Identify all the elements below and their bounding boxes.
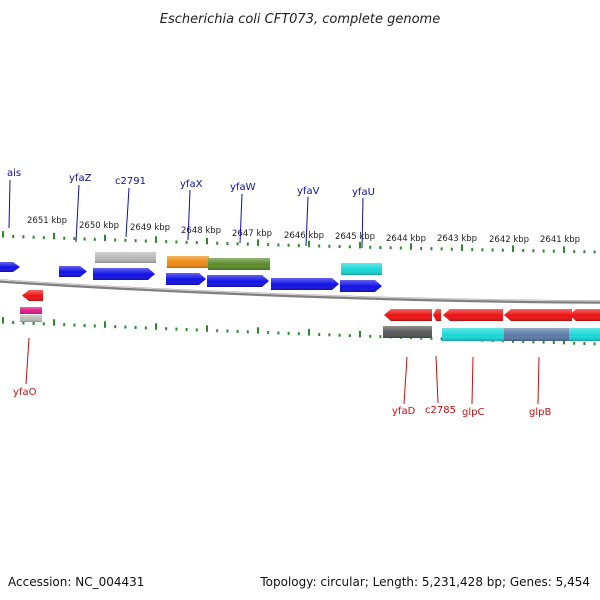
feature-c2791-b[interactable] bbox=[95, 252, 156, 263]
feature-c2785-shading bbox=[433, 309, 441, 321]
feature-glpB-domain[interactable] bbox=[504, 328, 570, 341]
gene-label-glpC[interactable]: glpC bbox=[462, 407, 484, 418]
leader-glpC bbox=[471, 356, 474, 405]
feature-yfaU-domain[interactable] bbox=[341, 263, 382, 275]
feature-yfaZ[interactable] bbox=[59, 266, 87, 277]
gene-label-c2791[interactable]: c2791 bbox=[115, 176, 146, 187]
feature-yfaX-domain-shading bbox=[167, 256, 209, 268]
kbp-label-2647: 2647 kbp bbox=[232, 229, 272, 239]
feature-glpA-domain-shading bbox=[569, 328, 600, 341]
leader-ais bbox=[8, 179, 11, 229]
topology-text: Topology: circular; Length: 5,231,428 bp… bbox=[260, 575, 590, 589]
feature-glpB-domain-shading bbox=[504, 328, 570, 341]
kbp-label-2642: 2642 kbp bbox=[489, 235, 529, 245]
feature-yfaW-domain[interactable] bbox=[208, 258, 270, 270]
gene-label-yfaU[interactable]: yfaU bbox=[352, 187, 375, 198]
leader-yfaD bbox=[403, 356, 408, 405]
feature-yfaV[interactable] bbox=[271, 278, 339, 290]
ruler-labels: 2651 kbp 2650 kbp 2649 kbp 2648 kbp 2647… bbox=[27, 216, 580, 245]
kbp-label-2646: 2646 kbp bbox=[284, 231, 324, 241]
feature-yfaO-domain-b-shading bbox=[20, 315, 42, 322]
gene-label-glpB[interactable]: glpB bbox=[529, 407, 551, 418]
gene-label-yfaZ[interactable]: yfaZ bbox=[69, 173, 92, 184]
gene-label-yfaD[interactable]: yfaD bbox=[392, 406, 416, 417]
tick-marks-top bbox=[2, 231, 596, 254]
leader-glpB bbox=[537, 356, 540, 405]
feature-glpC-shading bbox=[443, 309, 503, 321]
kbp-label-2641: 2641 kbp bbox=[540, 235, 580, 245]
feature-c2785[interactable] bbox=[433, 309, 441, 321]
leader-yfaV bbox=[305, 196, 309, 247]
feature-yfaU-domain-shading bbox=[341, 263, 382, 275]
feature-c2791-a-shading bbox=[93, 268, 155, 280]
kbp-label-2648: 2648 kbp bbox=[181, 226, 221, 236]
feature-glpA[interactable] bbox=[569, 309, 600, 321]
leader-yfaO bbox=[25, 337, 30, 385]
gene-label-yfaO[interactable]: yfaO bbox=[13, 387, 37, 398]
feature-glpB-shading bbox=[504, 309, 572, 321]
feature-yfaO-shading bbox=[22, 290, 43, 301]
feature-yfaD-domain[interactable] bbox=[383, 326, 432, 338]
leader-c2791 bbox=[125, 187, 130, 238]
feature-ais-shading bbox=[0, 262, 20, 272]
feature-yfaX[interactable] bbox=[166, 273, 206, 285]
leader-yfaX bbox=[187, 189, 191, 241]
feature-yfaO-domain-a-shading bbox=[20, 307, 42, 314]
leader-yfaU bbox=[361, 197, 364, 249]
leader-yfaZ bbox=[75, 184, 80, 243]
gene-label-yfaX[interactable]: yfaX bbox=[180, 179, 203, 190]
feature-c2791-b-shading bbox=[95, 252, 156, 263]
feature-yfaZ-shading bbox=[59, 266, 87, 277]
feature-yfaW-domain-shading bbox=[208, 258, 270, 270]
kbp-label-2643: 2643 kbp bbox=[437, 234, 477, 244]
leader-c2785 bbox=[435, 355, 439, 404]
feature-yfaX-domain[interactable] bbox=[167, 256, 209, 268]
feature-glpB[interactable] bbox=[504, 309, 572, 321]
feature-glpC[interactable] bbox=[443, 309, 503, 321]
feature-yfaX-shading bbox=[166, 273, 206, 285]
feature-yfaO-domain-b[interactable] bbox=[20, 315, 42, 322]
feature-yfaW-shading bbox=[207, 275, 269, 287]
gene-label-yfaV[interactable]: yfaV bbox=[297, 186, 320, 197]
feature-yfaD-shading bbox=[384, 309, 432, 321]
gene-label-ais[interactable]: ais bbox=[7, 168, 21, 179]
accession-text: Accession: NC_004431 bbox=[8, 575, 145, 589]
bottom-leader-lines bbox=[25, 337, 540, 405]
kbp-label-2650: 2650 kbp bbox=[79, 221, 119, 231]
feature-yfaV-shading bbox=[271, 278, 339, 290]
feature-yfaW[interactable] bbox=[207, 275, 269, 287]
genome-backbone bbox=[0, 279, 600, 304]
kbp-label-2644: 2644 kbp bbox=[386, 234, 426, 244]
feature-yfaU-shading bbox=[340, 280, 382, 292]
feature-glpA-domain[interactable] bbox=[569, 328, 600, 341]
feature-yfaD[interactable] bbox=[384, 309, 432, 321]
feature-c2791-a[interactable] bbox=[93, 268, 155, 280]
feature-yfaU[interactable] bbox=[340, 280, 382, 292]
feature-glpA-shading bbox=[569, 309, 600, 321]
genome-title: Escherichia coli CFT073, complete genome bbox=[160, 12, 440, 27]
top-leader-lines bbox=[8, 179, 364, 249]
gene-features bbox=[0, 252, 600, 341]
feature-glpC-domain[interactable] bbox=[442, 328, 504, 341]
feature-yfaD-domain-shading bbox=[383, 326, 432, 338]
feature-yfaO-domain-a[interactable] bbox=[20, 307, 42, 314]
feature-glpC-domain-shading bbox=[442, 328, 504, 341]
kbp-label-2649: 2649 kbp bbox=[130, 223, 170, 233]
feature-ais[interactable] bbox=[0, 262, 20, 272]
kbp-label-2645: 2645 kbp bbox=[335, 232, 375, 242]
kbp-label-2651: 2651 kbp bbox=[27, 216, 67, 226]
feature-yfaO[interactable] bbox=[22, 290, 43, 301]
leader-yfaW bbox=[239, 193, 243, 244]
gene-label-c2785[interactable]: c2785 bbox=[425, 405, 456, 416]
genome-backbone-highlight bbox=[0, 279, 600, 302]
gene-label-yfaW[interactable]: yfaW bbox=[230, 182, 256, 193]
